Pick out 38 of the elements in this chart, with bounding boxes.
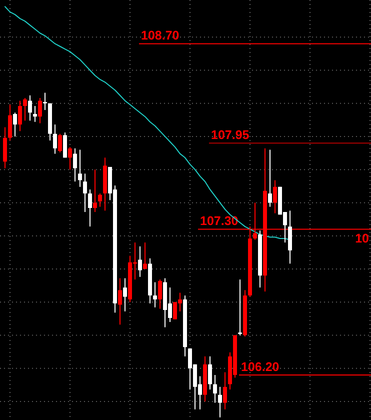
ref-line-label: 107.30 [200,214,238,228]
candlestick [38,98,42,124]
candlestick [273,180,277,214]
candlestick [123,278,127,312]
candlestick [3,126,7,169]
candlestick [88,188,92,228]
candlestick [73,148,77,182]
candlestick [28,94,32,122]
candlestick [238,279,242,336]
candlestick [98,192,102,208]
candlestick [53,124,57,154]
candlestick [118,278,122,326]
candlestick [208,356,212,390]
candlestick [93,169,97,212]
candlestick [223,372,227,410]
candlestick [158,279,162,310]
candlestick [78,149,82,188]
candlestick [138,246,142,278]
candlestick [143,242,147,270]
candlestick [288,210,292,264]
candlestick [68,146,72,170]
candlestick [33,105,37,122]
candlestick [213,374,217,404]
candlestick [268,149,272,208]
candlestick [153,282,157,308]
candlestick [18,100,22,132]
candlestick [43,92,47,110]
ref-line-label: 106.20 [241,360,280,374]
ref-line-label: 107.95 [211,128,250,142]
candlestick [13,112,17,137]
text: 10 [355,231,370,246]
candlestick [63,132,67,158]
candlestick [23,98,27,122]
candlestick [8,104,12,141]
candlestick [58,133,62,153]
candlestick [218,386,222,418]
ref-line-label: 108.70 [141,28,180,43]
candlestick [83,173,87,212]
